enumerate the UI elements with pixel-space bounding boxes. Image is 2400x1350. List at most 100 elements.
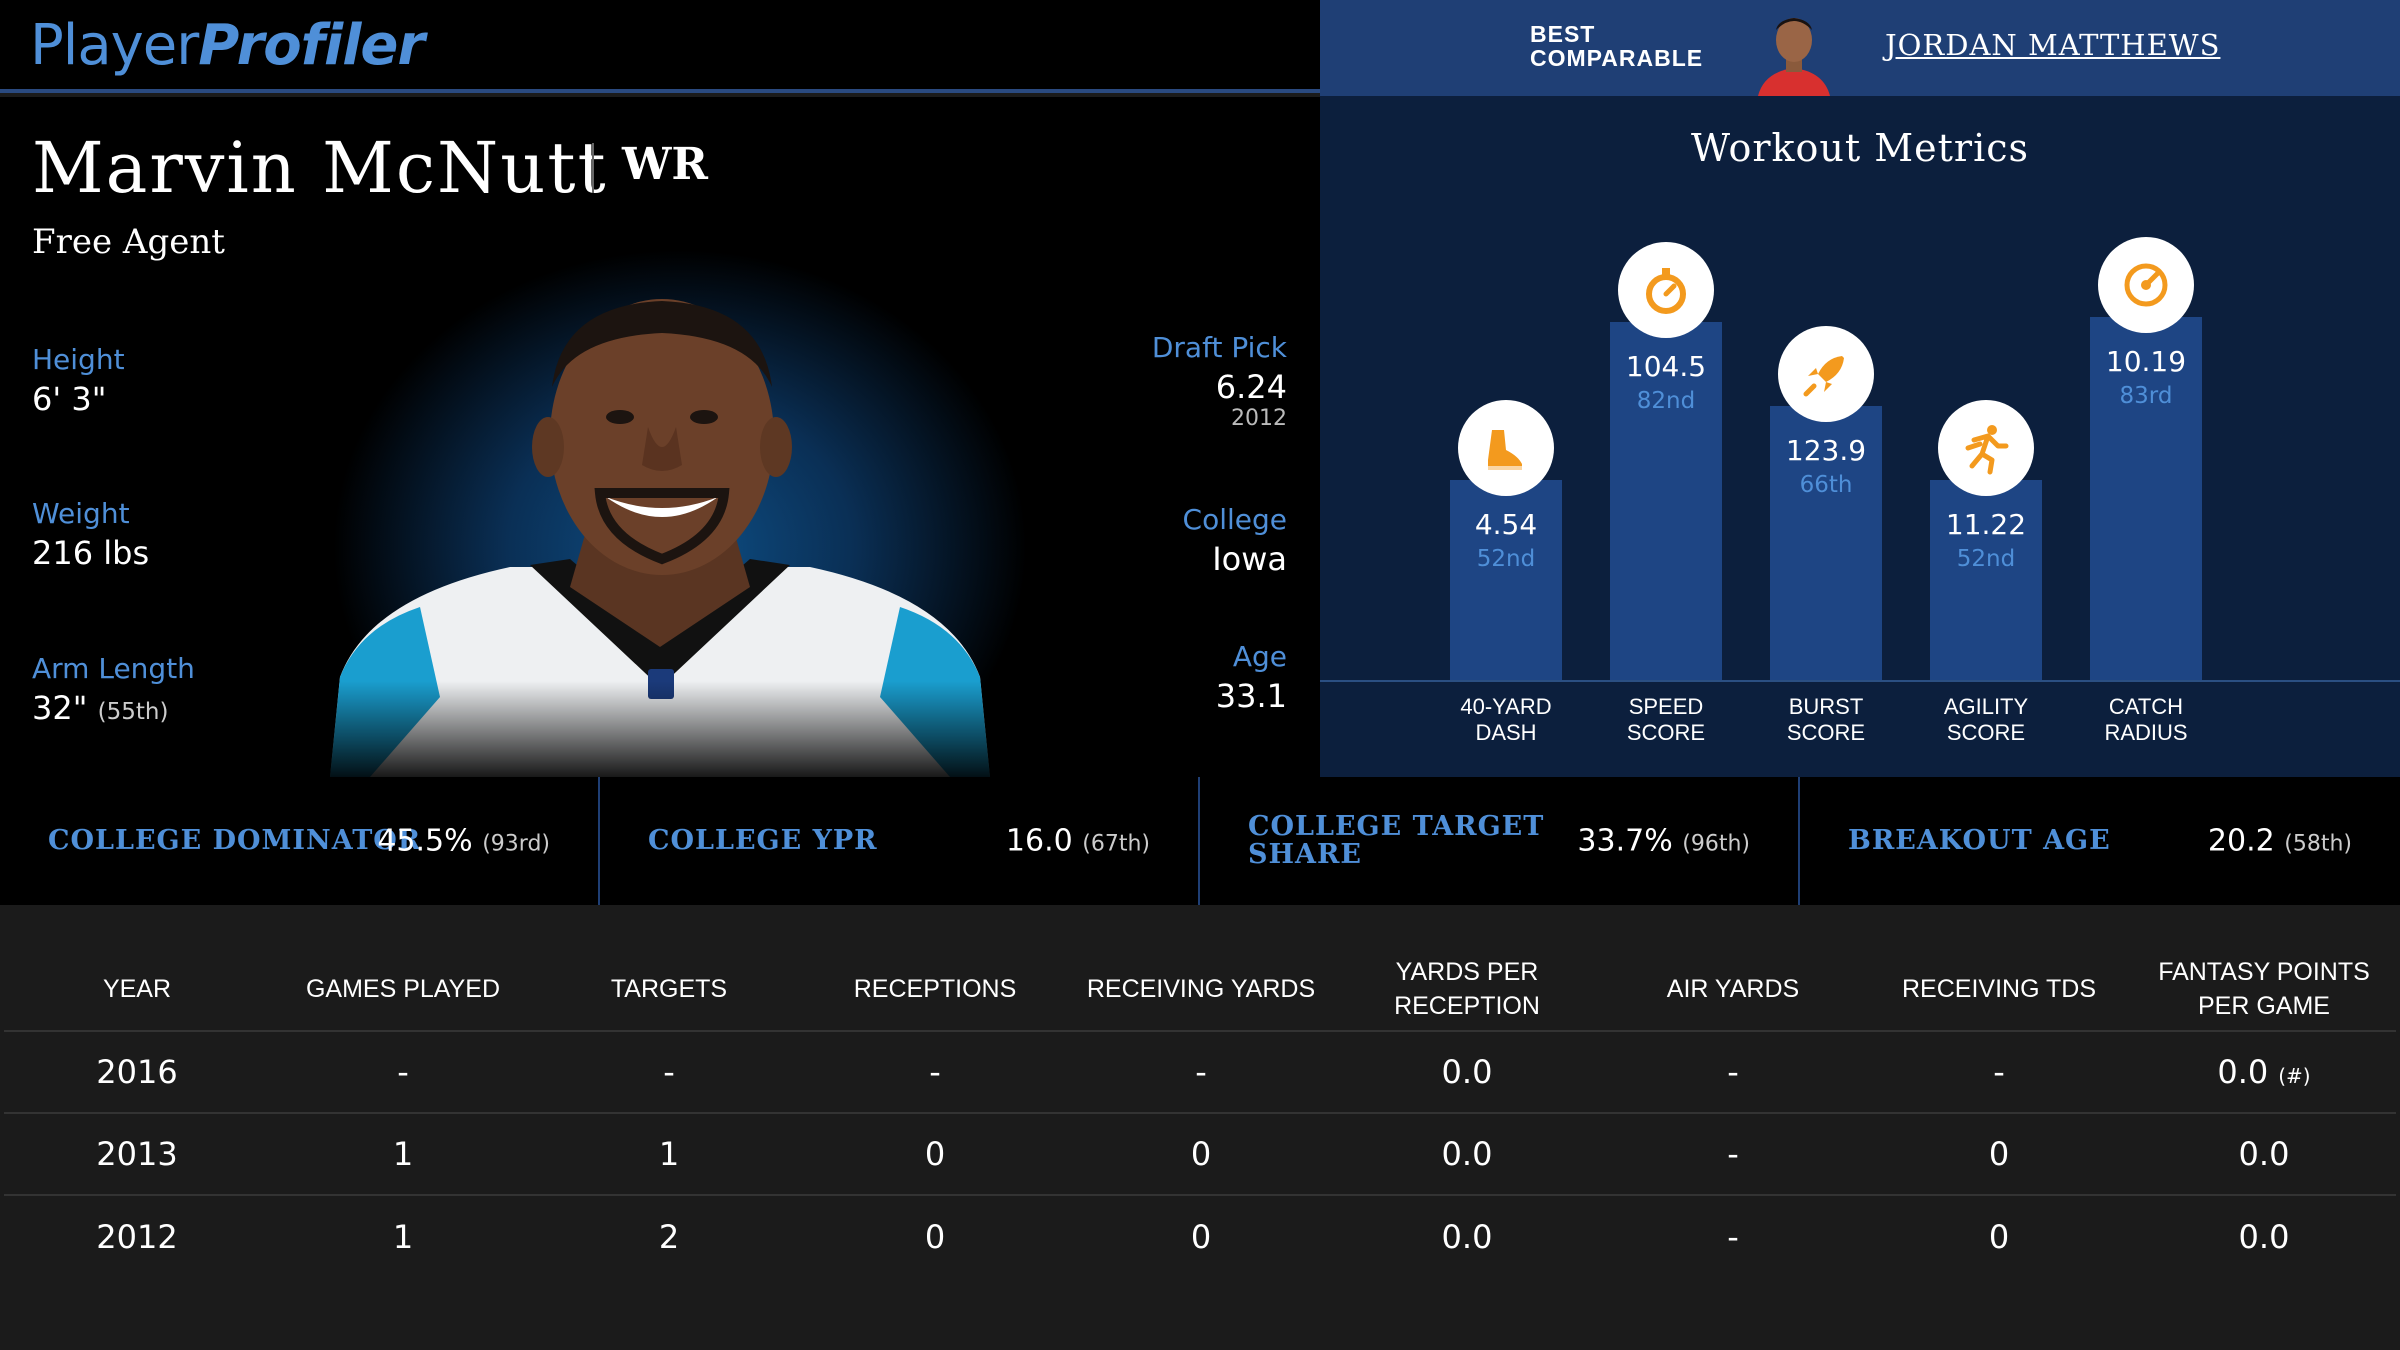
age-value: 33.1 (1215, 677, 1287, 715)
workout-label: BURST SCORE (1786, 694, 1866, 745)
draft-year: 2012 (1231, 406, 1287, 431)
comparable-player-link[interactable]: JORDAN MATTHEWS (1885, 28, 2221, 62)
shoe-icon (1458, 400, 1554, 496)
table-row: 2013 1 1 0 0 0.0 - 0 0.0 (4, 1113, 2396, 1196)
workout-percentile: 66th (1799, 472, 1853, 498)
table-cell: 2013 (4, 1113, 270, 1196)
col-fantasy-points-per-game[interactable]: FANTASY POINTS PER GAME (2132, 947, 2396, 1032)
workout-label: SPEED SCORE (1626, 694, 1706, 745)
college-target-share-label: COLLEGE TARGET SHARE (1248, 811, 1545, 870)
runner-icon (1938, 400, 2034, 496)
height-value: 6' 3" (32, 380, 107, 418)
workout-percentile: 82nd (1636, 388, 1696, 414)
table-header-row: YEAR GAMES PLAYED TARGETS RECEPTIONS REC… (4, 947, 2396, 1032)
college-dominator-label: COLLEGE DOMINATOR (48, 825, 422, 856)
breakout-age-metric: BREAKOUT AGE 20.2 (58th) (1800, 777, 2400, 905)
college-ypr-value: 16.0 (67th) (1005, 823, 1150, 859)
table-cell: 2012 (96, 1217, 178, 1256)
col-games-played[interactable]: GAMES PLAYED (270, 947, 536, 1032)
workout-bar[interactable] (2090, 317, 2202, 680)
age-label: Age (1232, 640, 1287, 673)
college-target-share-metric: COLLEGE TARGET SHARE 33.7% (96th) (1200, 777, 1800, 905)
college-dominator-metric: COLLEGE DOMINATOR 45.5% (93rd) (0, 777, 600, 905)
table-cell: 1 (270, 1113, 536, 1196)
weight-label: Weight (32, 497, 130, 530)
table-cell: 2 (658, 1217, 680, 1256)
logo-part-profiler: Profiler (198, 13, 425, 78)
col-year[interactable]: YEAR (4, 947, 270, 1032)
college-dominator-value: 45.5% (93rd) (377, 823, 550, 859)
table-cell: - (802, 1031, 1068, 1114)
player-name: Marvin McNutt (32, 127, 608, 209)
rocket-icon (1778, 326, 1874, 422)
age-stat: Age 33.1 (1216, 640, 1287, 715)
table-row: 2012 1 2 0 0 0.0 - 0 0.0 (4, 1195, 2396, 1277)
col-targets[interactable]: TARGETS (536, 947, 802, 1032)
stats-table-area: YEAR GAMES PLAYED TARGETS RECEPTIONS REC… (0, 905, 2400, 1350)
table-cell: 0 (1866, 1113, 2132, 1196)
workout-label: CATCH RADIUS (2104, 694, 2188, 745)
player-position: WR (622, 139, 708, 190)
table-cell: 0.0 (#) (2132, 1031, 2396, 1114)
workout-metrics-title: Workout Metrics (1690, 126, 2030, 170)
college-label: College (1182, 503, 1287, 536)
table-cell: 1 (536, 1113, 802, 1196)
breakout-age-label: BREAKOUT AGE (1848, 825, 2111, 856)
table-cell: 0.0 (1441, 1217, 1493, 1256)
college-target-share-value: 33.7% (96th) (1577, 823, 1750, 859)
workout-value: 123.9 (1785, 434, 1867, 467)
arm-length-label: Arm Length (32, 652, 195, 685)
col-yards-per-reception[interactable]: YARDS PER RECEPTION (1334, 947, 1600, 1032)
best-comparable-bar: BEST COMPARABLE JORDAN MATTHEWS (1320, 0, 2400, 96)
workout-bar[interactable] (1450, 480, 1562, 680)
col-receiving-tds[interactable]: RECEIVING TDS (1866, 947, 2132, 1032)
player-team: Free Agent (32, 222, 225, 262)
weight-value: 216 lbs (32, 534, 150, 572)
table-cell: 0 (1988, 1217, 2010, 1256)
workout-bar[interactable] (1930, 480, 2042, 680)
workout-percentile: 83rd (2119, 383, 2173, 409)
table-cell: - (1866, 1031, 2132, 1114)
col-receiving-yards[interactable]: RECEIVING YARDS (1068, 947, 1334, 1032)
table-cell: - (1600, 1031, 1866, 1114)
table-cell: 0.0 (2132, 1113, 2396, 1196)
col-air-yards[interactable]: AIR YARDS (1600, 947, 1866, 1032)
table-cell: - (270, 1031, 536, 1114)
workout-value: 10.19 (2105, 345, 2187, 378)
table-cell: 0.0 (1334, 1031, 1600, 1114)
best-comparable-label: BEST COMPARABLE (1530, 21, 1704, 71)
workout-bar[interactable] (1770, 406, 1882, 680)
weight-stat: Weight 216 lbs (32, 497, 149, 572)
logo-part-player: Player (30, 13, 199, 78)
table-cell: - (536, 1031, 802, 1114)
col-receptions[interactable]: RECEPTIONS (802, 947, 1068, 1032)
site-logo[interactable]: PlayerProfiler (30, 13, 425, 78)
comparable-avatar[interactable] (1750, 8, 1838, 96)
player-photo (330, 297, 990, 777)
top-bar: PlayerProfiler (0, 0, 1320, 93)
workout-baseline (1320, 680, 2400, 682)
workout-metrics-panel: Workout Metrics 4.54 52nd 40-YARD DASH 104.5… (1320, 96, 2400, 777)
college-ypr-metric: COLLEGE YPR 16.0 (67th) (600, 777, 1200, 905)
workout-value: 104.5 (1625, 350, 1707, 383)
college-stat: College Iowa (1183, 503, 1287, 578)
arm-length-percentile: (55th) (97, 699, 169, 725)
fantasy-footnote-marker[interactable]: (#) (2278, 1064, 2311, 1088)
height-stat: Height 6' 3" (32, 343, 125, 418)
table-cell: 0 (1190, 1217, 1212, 1256)
name-divider (592, 143, 594, 193)
arm-length-value: 32" (55th) (32, 689, 169, 727)
table-row: 2016 - - - - 0.0 - - 0.0 (#) (4, 1031, 2396, 1114)
table-cell: 2016 (4, 1031, 270, 1114)
workout-percentile: 52nd (1476, 546, 1536, 572)
arm-length-stat: Arm Length 32" (55th) (32, 652, 195, 727)
table-cell: 0 (1068, 1113, 1334, 1196)
height-label: Height (32, 343, 125, 376)
player-panel: Marvin McNutt WR Free Agent Height 6' 3"… (0, 97, 1320, 777)
target-icon (2098, 237, 2194, 333)
workout-bar[interactable] (1610, 322, 1722, 680)
breakout-age-value: 20.2 (58th) (2207, 823, 2352, 859)
stopwatch-icon (1618, 242, 1714, 338)
college-ypr-label: COLLEGE YPR (648, 825, 878, 856)
draft-pick-value: 6.24 (1215, 368, 1287, 406)
